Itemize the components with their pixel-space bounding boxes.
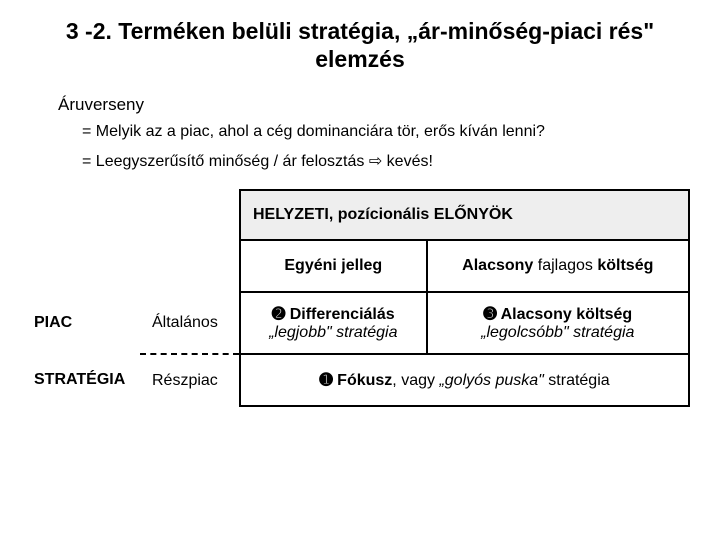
cell-alacsony: ➌ Alacsony költség „legolcsóbb" stratégi…	[427, 292, 689, 354]
focus-b: , vagy	[392, 372, 439, 389]
row-label-altalanos: Általános	[140, 292, 240, 354]
num-1-icon: ➊	[319, 372, 332, 389]
cell-fokusz: ➊ Fókusz, vagy „golyós puska" stratégia	[240, 354, 689, 406]
alac-label: Alacsony költség	[497, 306, 632, 323]
diff-label: Differenciálás	[285, 306, 394, 323]
arrow-icon: ⇨	[369, 153, 382, 170]
num-2-icon: ➋	[272, 306, 285, 323]
col2-part-b: fajlagos	[538, 257, 598, 274]
top-header: HELYZETI, pozícionális ELŐNYÖK	[240, 190, 689, 240]
col-header-1: Egyéni jelleg	[240, 240, 427, 292]
row-label-reszpiac: Részpiac	[140, 354, 240, 406]
diff-sub: „legjobb" stratégia	[253, 324, 414, 342]
cell-differencialas: ➋ Differenciálás „legjobb" stratégia	[240, 292, 427, 354]
bullet-2-post: kevés!	[382, 153, 433, 170]
col2-part-a: Alacsony	[462, 257, 538, 274]
side-label-strategia: STRATÉGIA	[30, 354, 140, 406]
col2-part-c: költség	[597, 257, 653, 274]
focus-c: „golyós puska"	[439, 372, 543, 389]
bullet-1: = Melyik az a piac, ahol a cég dominanci…	[82, 123, 690, 141]
side-label-piac: PIAC	[30, 292, 140, 354]
section-subtitle: Áruverseny	[58, 95, 690, 115]
strategy-matrix: HELYZETI, pozícionális ELŐNYÖK Egyéni je…	[30, 189, 690, 407]
alac-sub: „legolcsóbb" stratégia	[440, 324, 676, 342]
focus-a: Fókusz	[333, 372, 393, 389]
blank-corner-2	[140, 190, 240, 240]
blank-corner	[30, 190, 140, 240]
bullet-2-pre: = Leegyszerűsítő minőség / ár felosztás	[82, 153, 369, 170]
num-3-icon: ➌	[483, 306, 496, 323]
blank-side-2	[140, 240, 240, 292]
page-title: 3 -2. Terméken belüli stratégia, „ár-min…	[30, 18, 690, 73]
col-header-2: Alacsony fajlagos költség	[427, 240, 689, 292]
blank-side	[30, 240, 140, 292]
focus-d: stratégia	[544, 372, 610, 389]
bullet-2: = Leegyszerűsítő minőség / ár felosztás …	[82, 151, 690, 171]
